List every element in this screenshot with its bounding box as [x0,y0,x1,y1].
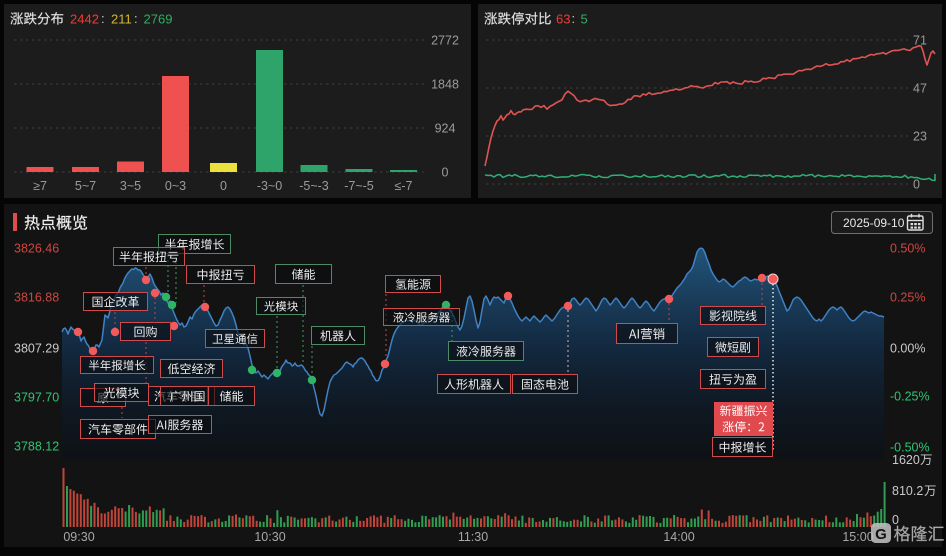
svg-text:2025-09-10: 2025-09-10 [843,216,905,230]
svg-text:5~7: 5~7 [75,179,96,193]
svg-text:14:00: 14:00 [663,530,694,544]
svg-text:0~3: 0~3 [165,179,186,193]
svg-text:10:30: 10:30 [254,530,285,544]
svg-text:2442: 2442 [70,12,99,27]
svg-text:2772: 2772 [431,34,459,48]
svg-text:-5~-3: -5~-3 [299,179,329,193]
svg-text:2769: 2769 [144,12,173,27]
svg-text:0.25%: 0.25% [890,291,925,305]
svg-text:810.2: 810.2 [892,484,923,498]
svg-text:≤-7: ≤-7 [395,179,413,193]
svg-text:71: 71 [913,34,927,48]
svg-text:-7~-5: -7~-5 [344,179,374,193]
svg-text:3~5: 3~5 [120,179,141,193]
svg-text:0: 0 [220,179,227,193]
svg-text:G: G [875,526,887,543]
svg-text:3807.29: 3807.29 [14,342,59,356]
svg-text:3826.46: 3826.46 [14,242,59,256]
svg-text:0.00%: 0.00% [890,342,925,356]
svg-text:3816.88: 3816.88 [14,291,59,305]
svg-text:0: 0 [913,178,920,192]
svg-text::: : [134,11,138,26]
svg-text:3797.70: 3797.70 [14,391,59,405]
svg-text::: : [101,11,105,26]
svg-text:211: 211 [111,12,132,27]
svg-text:23: 23 [913,130,927,144]
svg-text:-3~0: -3~0 [257,179,282,193]
svg-text:3788.12: 3788.12 [14,440,59,454]
svg-text:0: 0 [442,166,449,180]
svg-text:09:30: 09:30 [63,530,94,544]
svg-text:47: 47 [913,82,927,96]
svg-text:-0.25%: -0.25% [890,390,930,404]
svg-text:924: 924 [435,122,456,136]
svg-text:15:00: 15:00 [842,530,873,544]
svg-text:63: 63 [556,12,570,27]
svg-text::: : [572,11,576,26]
svg-text:1848: 1848 [431,78,459,92]
svg-text:0: 0 [892,513,899,527]
svg-text:1620: 1620 [892,453,920,467]
svg-text:≥7: ≥7 [33,179,47,193]
svg-text:11:30: 11:30 [458,530,488,544]
svg-text:-0.50%: -0.50% [890,441,930,455]
svg-text:0.50%: 0.50% [890,242,925,256]
svg-text:5: 5 [581,12,588,27]
